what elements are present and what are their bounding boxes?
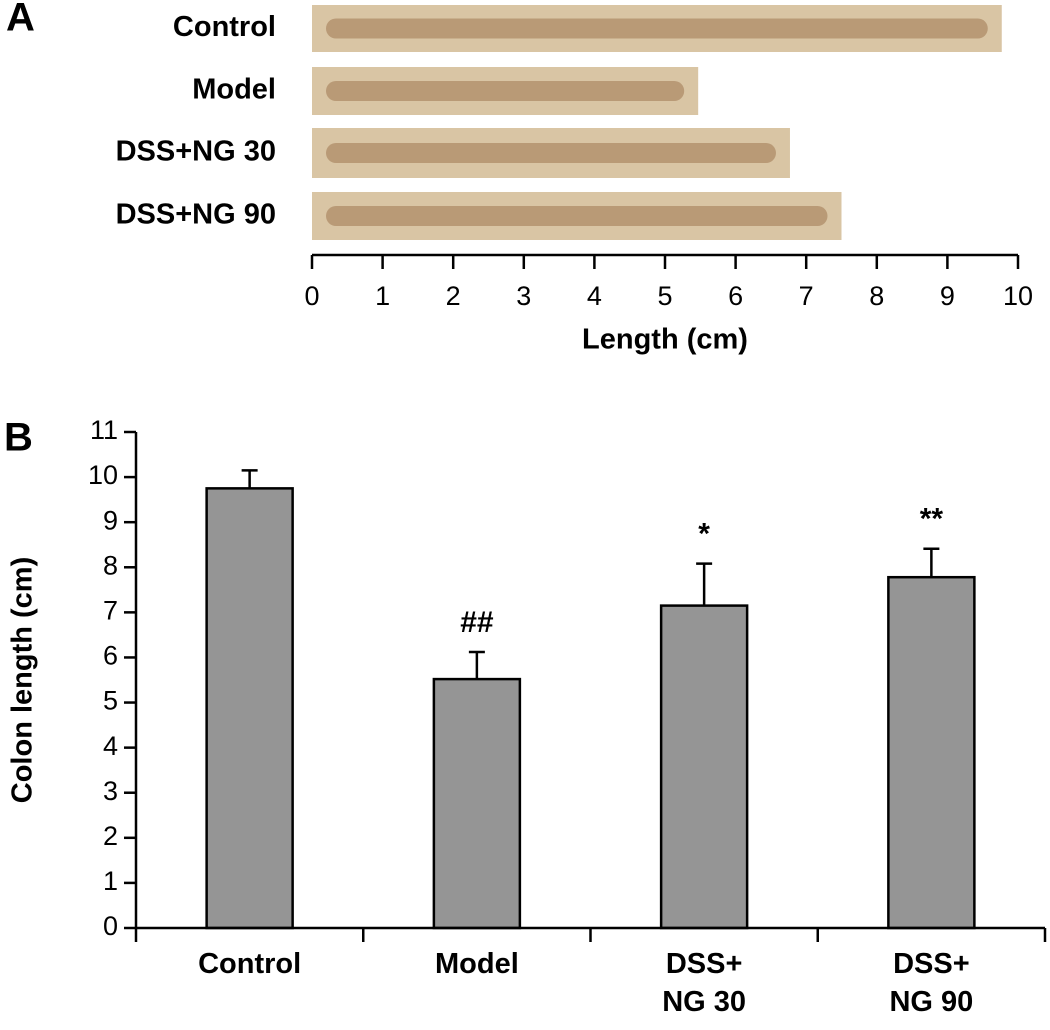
colon-tissue <box>326 18 988 39</box>
row-label: DSS+NG 90 <box>116 199 276 231</box>
y-tick-label: 5 <box>103 686 118 716</box>
panel-label: B <box>4 416 33 460</box>
x-tick-label: 10 <box>1003 281 1033 311</box>
x-tick-label: Control <box>198 948 302 980</box>
significance-mark: ## <box>460 606 494 639</box>
x-tick-label: 2 <box>446 281 461 311</box>
y-tick-label: 6 <box>103 641 118 671</box>
y-tick-label: 7 <box>103 595 118 625</box>
x-tick-label: 7 <box>799 281 814 311</box>
x-tick-label: 0 <box>304 281 319 311</box>
significance-mark: ** <box>920 503 944 536</box>
x-axis-title: Length (cm) <box>582 324 748 356</box>
row-label: DSS+NG 30 <box>116 136 276 168</box>
x-tick-label: 9 <box>940 281 955 311</box>
y-tick-label: 3 <box>103 776 118 806</box>
colon-tissue <box>326 81 685 101</box>
colon-tissue <box>326 143 776 163</box>
colon-tissue <box>326 206 828 226</box>
x-tick-label: 4 <box>587 281 602 311</box>
x-tick-label: Model <box>434 948 519 980</box>
y-tick-label: 11 <box>90 415 118 445</box>
y-tick-label: 4 <box>103 731 118 761</box>
bar <box>432 677 522 930</box>
x-tick-label: DSS+ NG 30 <box>662 948 747 1018</box>
y-tick-label: 1 <box>103 866 118 896</box>
bar <box>205 487 294 930</box>
x-tick-label: 6 <box>728 281 743 311</box>
significance-mark: * <box>698 518 710 551</box>
x-tick-label: 5 <box>657 281 672 311</box>
row-label: Model <box>192 74 276 106</box>
bar <box>659 604 749 930</box>
y-tick-label: 10 <box>88 460 118 490</box>
x-tick-label: DSS+ NG 90 <box>889 948 974 1018</box>
y-axis-title: Colon length (cm) <box>7 557 39 803</box>
y-tick-label: 8 <box>103 550 118 580</box>
y-tick-label: 0 <box>103 911 118 941</box>
y-tick-label: 2 <box>103 821 118 851</box>
panel-label: A <box>6 0 35 40</box>
row-label: Control <box>173 11 276 43</box>
x-tick-label: 1 <box>375 281 390 311</box>
x-tick-label: 8 <box>869 281 884 311</box>
x-tick-label: 3 <box>516 281 531 311</box>
bar <box>887 575 976 930</box>
y-tick-label: 9 <box>103 505 118 535</box>
